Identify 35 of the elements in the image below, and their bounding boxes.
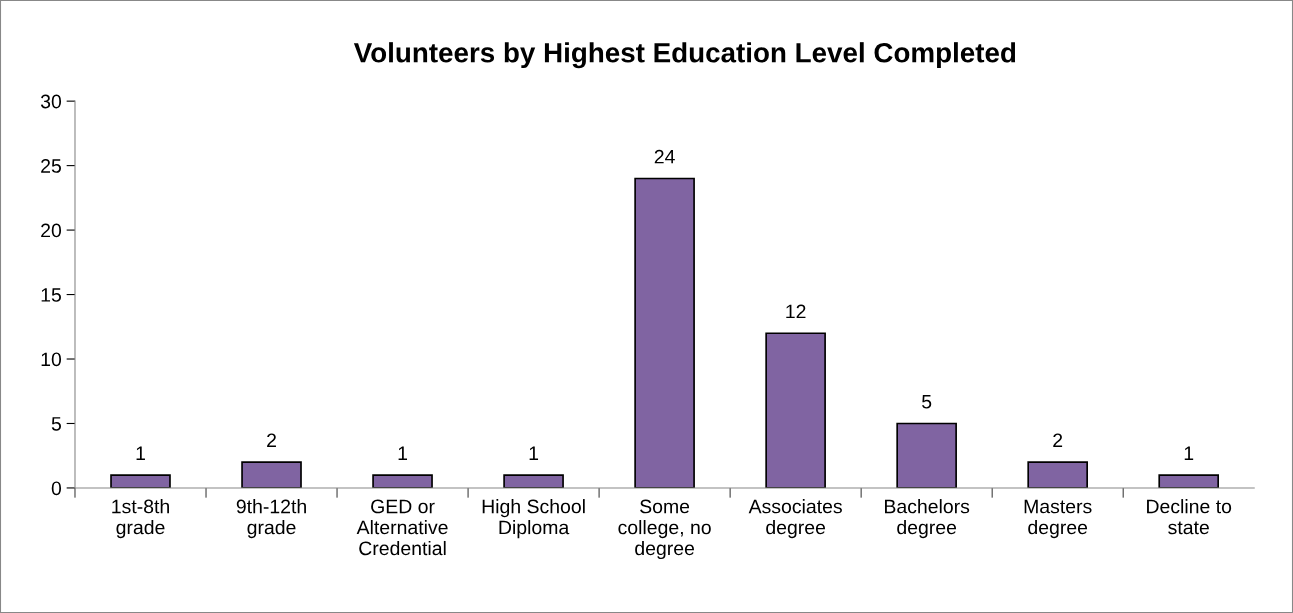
y-tick-label: 25 [41, 159, 61, 173]
x-tick-label: Associates degree [748, 499, 842, 539]
y-tick-label: 15 [41, 288, 61, 302]
bar [634, 177, 695, 488]
bar [110, 474, 171, 488]
bar [1027, 461, 1088, 488]
chart-title: Volunteers by Highest Education Level Completed [353, 42, 1016, 69]
x-tick-label: Decline to state [1147, 499, 1232, 535]
y-tick-label: 0 [51, 481, 62, 496]
x-tick-label: Bachelors degree [885, 499, 970, 539]
data-label: 12 [786, 304, 806, 319]
bar [765, 332, 826, 488]
data-label: 1 [136, 446, 145, 460]
y-tick-label: 20 [41, 223, 62, 238]
data-label: 5 [922, 394, 932, 409]
x-tick-label: High School Diploma [482, 499, 585, 539]
data-label: 1 [529, 446, 539, 460]
bar [1158, 474, 1220, 488]
data-label: 1 [398, 446, 408, 460]
bar [503, 474, 564, 488]
y-tick-label: 10 [41, 352, 62, 367]
x-tick-label: 9th-12th grade [236, 499, 306, 539]
x-tick-label: GED or Alternative Credential [356, 499, 448, 556]
data-label: 2 [1053, 433, 1063, 448]
y-tick-label: 30 [40, 94, 62, 109]
data-label: 2 [267, 433, 276, 448]
bar [241, 461, 302, 488]
x-tick-label: 1st-8th grade [112, 499, 169, 539]
bar [896, 422, 957, 488]
x-tick-label: Masters degree [1024, 499, 1092, 539]
bar [372, 474, 433, 488]
data-label: 1 [1184, 446, 1194, 460]
data-label: 24 [654, 149, 675, 164]
x-tick-label: Some college, no degree [618, 499, 711, 560]
y-tick-label: 5 [51, 417, 61, 431]
